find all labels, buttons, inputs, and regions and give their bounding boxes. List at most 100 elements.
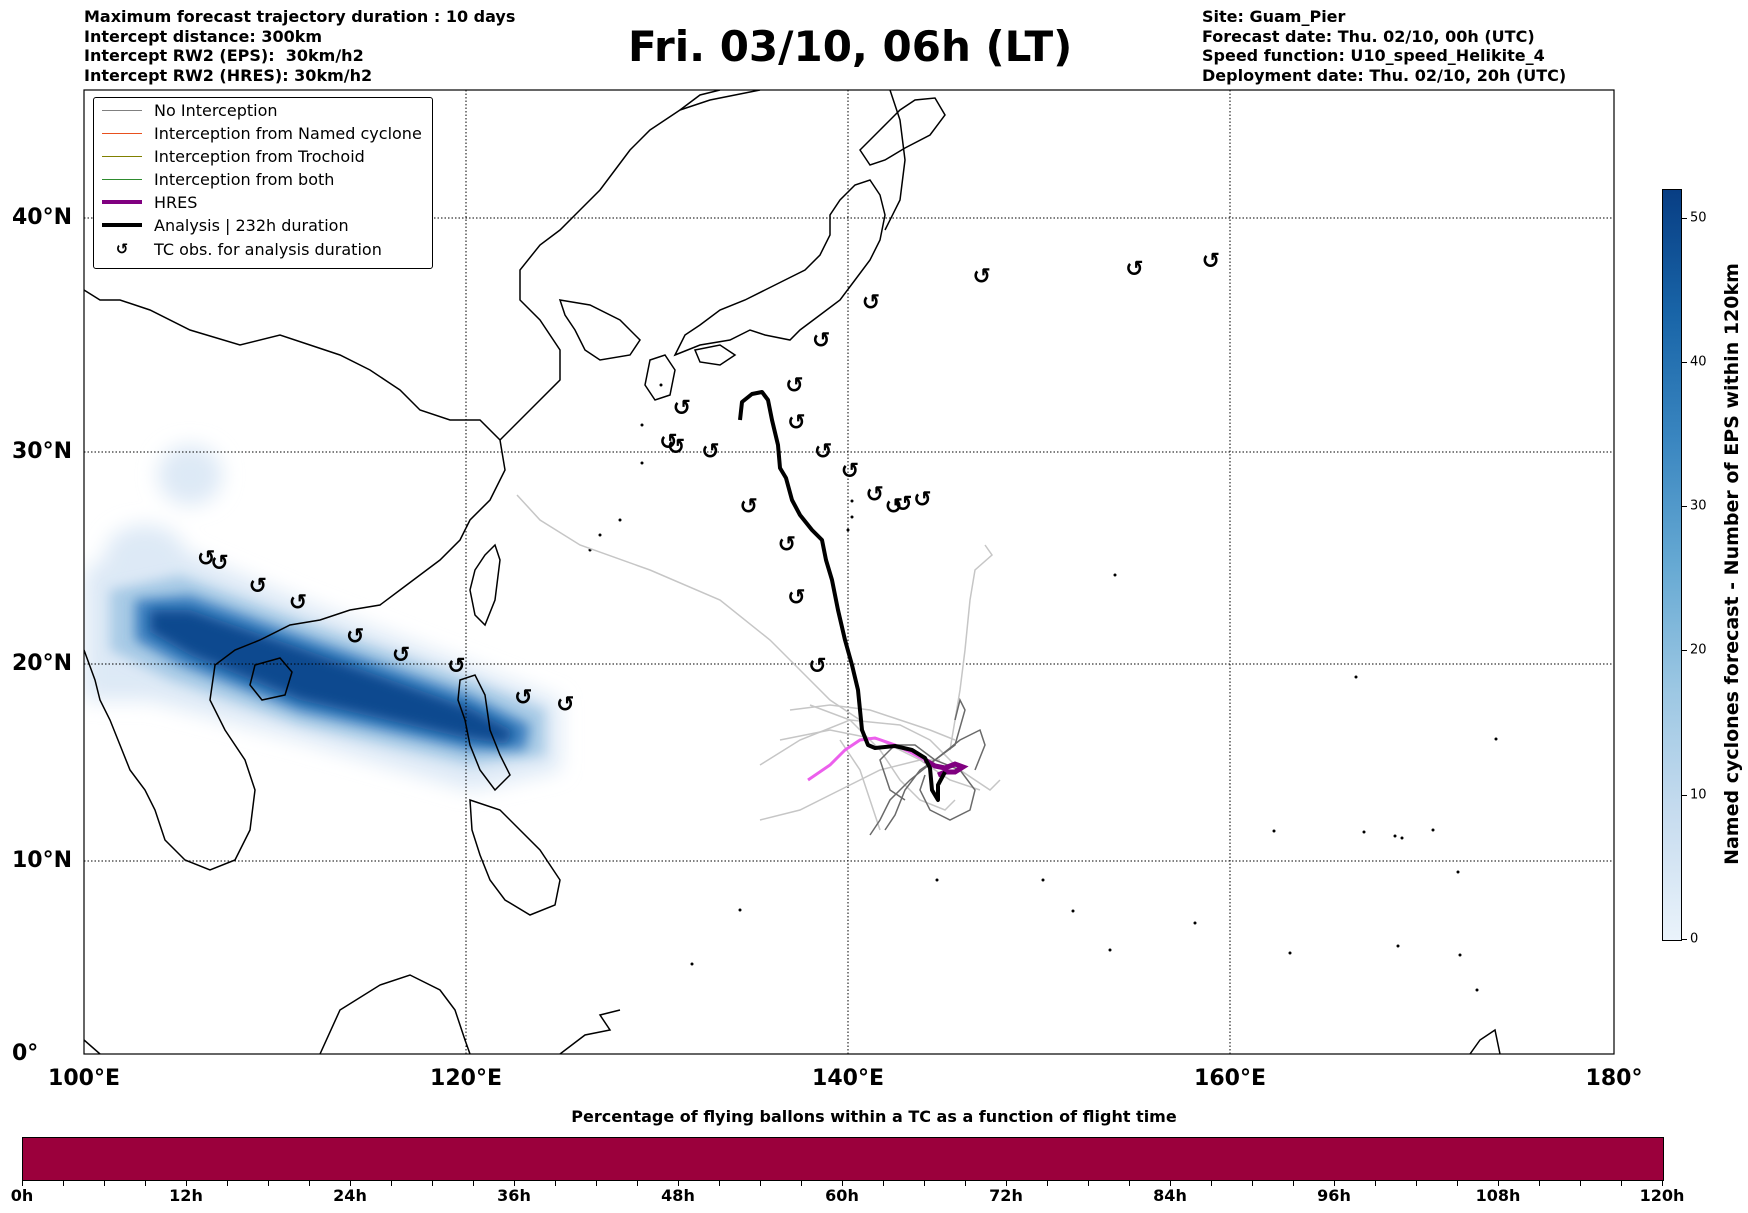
bar-tick (432, 1180, 433, 1186)
bar-tick (924, 1180, 925, 1186)
tc-obs-marker: ↺ (739, 495, 757, 520)
bar-time-label: 36h (497, 1186, 531, 1205)
tc-obs-marker: ↺ (972, 265, 990, 290)
bar-tick (350, 1180, 351, 1186)
lat-label-30: 30°N (12, 439, 73, 464)
tc-obs-marker: ↺ (289, 590, 307, 615)
trajectory (934, 697, 966, 761)
tc-obs-marker: ↺ (701, 440, 719, 465)
bar-time-label: 96h (1317, 1186, 1351, 1205)
colorbar-tick (1682, 506, 1687, 507)
trajectory (839, 739, 881, 831)
coastline-new-guinea (1469, 1028, 1501, 1054)
map-frame (83, 89, 1615, 1055)
bar-tick (842, 1180, 843, 1186)
speed-function: Speed function: U10_speed_Helikite_4 (1202, 46, 1545, 65)
bar-time-label: 0h (10, 1186, 34, 1205)
bar-tick (63, 1180, 64, 1186)
bar-tick (1416, 1180, 1417, 1186)
tc-obs-marker: ↺ (894, 492, 912, 517)
legend-item-tc-obs: ↺ TC obs. for analysis duration (102, 238, 382, 260)
coastline-russia-far-east (679, 90, 761, 111)
legend-item-named-cyclone: Interception from Named cyclone (102, 122, 422, 144)
lat-label-20: 20°N (12, 651, 73, 676)
coastline-hainan (249, 657, 293, 701)
tc-obs-marker: ↺ (787, 586, 805, 611)
tc-obs-marker: ↺ (785, 374, 803, 399)
bar-tick (1375, 1180, 1376, 1186)
legend-line-swatch (102, 132, 142, 134)
deployment-date: Deployment date: Thu. 02/10, 20h (UTC) (1202, 65, 1567, 85)
tc-obs-marker: ↺ (673, 396, 691, 421)
bar-tick (1088, 1180, 1089, 1186)
bar-tick (883, 1180, 884, 1186)
bar-tick (1006, 1180, 1007, 1186)
legend-line-swatch (102, 109, 142, 111)
param-intercept-distance: Intercept distance: 300km (84, 26, 323, 46)
legend-label: HRES (154, 192, 198, 212)
bar-time-label: 108h (1475, 1186, 1521, 1205)
bar-tick (145, 1180, 146, 1186)
legend-item-hres: HRES (102, 191, 197, 213)
bar-tick (22, 1180, 23, 1186)
bar-tick (1252, 1180, 1253, 1186)
bar-tick (678, 1180, 679, 1186)
colorbar-title: Named cyclones forecast - Number of EPS … (1721, 263, 1743, 865)
colorbar (1662, 189, 1682, 941)
legend-item-analysis: Analysis | 232h duration (102, 214, 349, 236)
legend-label: Interception from Trochoid (154, 146, 365, 166)
bar-tick (1498, 1180, 1499, 1186)
lon-label-100: 100°E (48, 1066, 120, 1091)
lat-label-0: 0° (12, 1041, 39, 1066)
lon-label-180: 180° (1585, 1066, 1643, 1091)
coastline-korea-china-north (499, 90, 721, 441)
tc-obs-layer: ↺↺ ↺ ↺↺↺↺↺↺↺ ↺ ↺↺↺ ↺↺ ↺↺↺↺↺↺↺↺↺↺↺ ↺↺ ↺ (197, 249, 1220, 717)
tc-obs-marker: ↺ (392, 643, 410, 668)
trajectory (809, 704, 956, 811)
bar-tick (1621, 1180, 1622, 1186)
tc-obs-marker: ↺ (787, 410, 805, 435)
bar-tick (719, 1180, 720, 1186)
bar-tick (1170, 1180, 1171, 1186)
legend-item-trochoid: Interception from Trochoid (102, 145, 365, 167)
coastline-sakhalin (884, 90, 906, 231)
analysis-trajectory (738, 390, 947, 802)
bar-time-label: 48h (661, 1186, 695, 1205)
bar-time-label: 60h (825, 1186, 859, 1205)
lon-label-120: 120°E (430, 1066, 502, 1091)
colorbar-tick (1682, 362, 1687, 363)
trajectory (919, 759, 976, 821)
tc-obs-marker: ↺ (885, 495, 903, 520)
tc-obs-marker: ↺ (866, 483, 884, 508)
trajectory (516, 494, 861, 721)
legend-label: Analysis | 232h duration (154, 215, 349, 235)
trajectory (759, 719, 1001, 791)
tc-obs-marker: ↺ (556, 692, 574, 717)
tc-obs-marker: ↺ (814, 440, 832, 465)
coastline-japan-kyushu (644, 354, 676, 401)
bar-tick (760, 1180, 761, 1186)
bar-tick (801, 1180, 802, 1186)
coastline-japan-shikoku (693, 344, 737, 366)
bar-tick (1539, 1180, 1540, 1186)
bar-tick (1662, 1180, 1663, 1186)
bar-tick (596, 1180, 597, 1186)
no-interception-trajectories-dark (869, 697, 986, 836)
coastline-asia-mainland (84, 289, 506, 871)
coastline-japan-hokkaido (859, 97, 946, 166)
coastline-sulawesi (559, 1009, 621, 1054)
bottom-bar-title: Percentage of flying ballons within a TC… (571, 1107, 1177, 1126)
bar-tick (1580, 1180, 1581, 1186)
trajectory (789, 704, 956, 741)
legend-line-swatch (102, 178, 142, 180)
tc-obs-marker: ↺ (249, 574, 267, 599)
coastline-korea-peninsula (558, 299, 641, 361)
gridlines (84, 90, 1614, 1054)
tc-obs-marker: ↺ (210, 551, 228, 576)
bar-time-label: 12h (169, 1186, 203, 1205)
legend-label: TC obs. for analysis duration (154, 239, 382, 259)
bar-time-label: 120h (1639, 1186, 1685, 1205)
legend-item-both: Interception from both (102, 168, 334, 190)
colorbar-ticklabel: 20 (1690, 642, 1707, 658)
colorbar-ticklabel: 50 (1690, 210, 1707, 226)
